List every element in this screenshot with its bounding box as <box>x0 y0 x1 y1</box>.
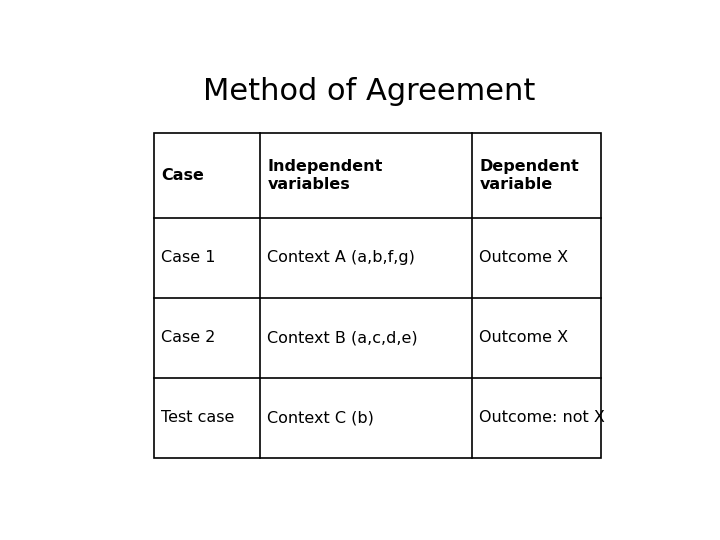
Text: Method of Agreement: Method of Agreement <box>203 77 535 106</box>
Text: Dependent
variable: Dependent variable <box>480 159 579 192</box>
Text: Context A (a,b,f,g): Context A (a,b,f,g) <box>267 250 415 265</box>
Text: Case 1: Case 1 <box>161 250 216 265</box>
Text: Test case: Test case <box>161 410 235 425</box>
Text: Outcome X: Outcome X <box>480 250 569 265</box>
Text: Context B (a,c,d,e): Context B (a,c,d,e) <box>267 330 418 345</box>
Bar <box>154 133 600 458</box>
Text: Context C (b): Context C (b) <box>267 410 374 425</box>
Text: Independent
variables: Independent variables <box>267 159 383 192</box>
Text: Outcome X: Outcome X <box>480 330 569 345</box>
Text: Outcome: not X: Outcome: not X <box>480 410 606 425</box>
Text: Case: Case <box>161 168 204 183</box>
Text: Case 2: Case 2 <box>161 330 216 345</box>
